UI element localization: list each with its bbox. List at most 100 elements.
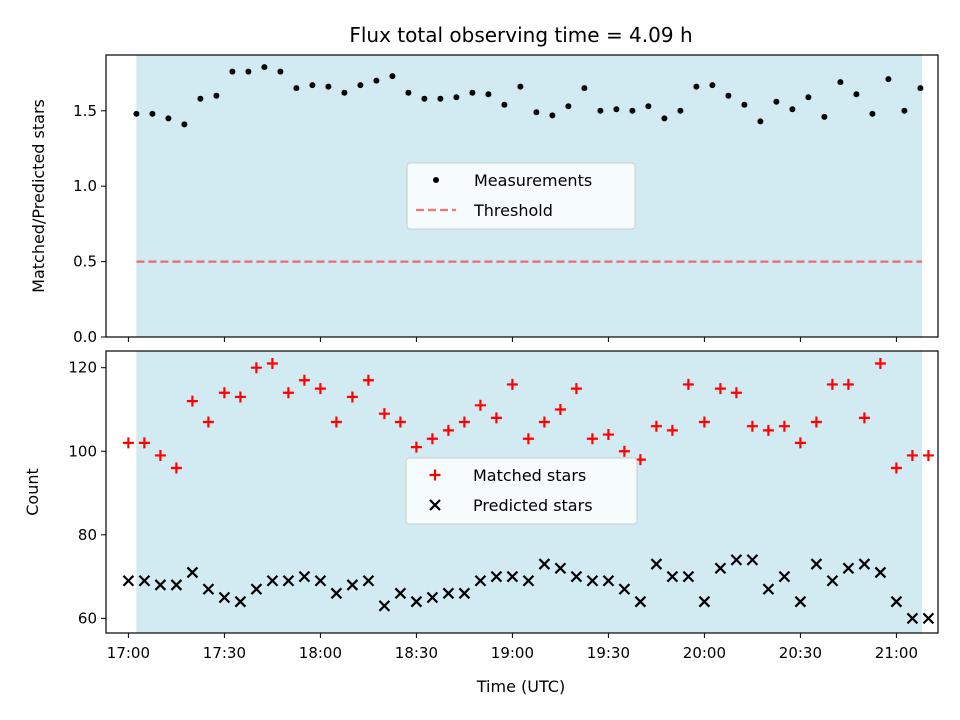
data-point: [442, 424, 454, 436]
y-tick-label: 60: [78, 609, 97, 627]
data-point: [298, 374, 310, 386]
data-point: [901, 107, 908, 114]
data-point: [453, 94, 460, 101]
data-point: [346, 579, 359, 591]
data-point: [794, 437, 806, 449]
data-point: [805, 94, 812, 101]
data-point: [538, 558, 551, 570]
data-point: [730, 387, 742, 399]
data-point: [586, 575, 599, 587]
data-point: [709, 82, 716, 89]
data-point: [661, 115, 668, 122]
legend-marker: [429, 469, 441, 481]
data-point: [698, 595, 711, 608]
legend-label: Measurements: [474, 171, 592, 190]
data-point: [293, 85, 300, 92]
data-point: [421, 95, 428, 102]
data-point: [218, 387, 230, 399]
data-point: [517, 83, 524, 90]
data-point: [917, 85, 924, 92]
axes-frame: [105, 54, 939, 338]
data-point: [773, 98, 780, 105]
data-point: [890, 462, 902, 474]
data-point: [250, 362, 262, 374]
data-point: [586, 433, 598, 445]
data-point: [314, 575, 327, 587]
x-tick-label: 19:00: [491, 644, 534, 662]
data-point: [490, 570, 503, 583]
data-point: [165, 115, 172, 122]
data-point: [522, 433, 534, 445]
data-point: [362, 374, 374, 386]
y-tick-label: 1.0: [73, 177, 97, 195]
data-point: [410, 441, 422, 453]
data-point: [693, 83, 700, 90]
data-point: [426, 591, 439, 604]
data-point: [298, 570, 311, 583]
data-point: [645, 103, 652, 110]
data-point: [778, 570, 791, 583]
data-point: [234, 595, 247, 608]
legend: Matched stars Predicted stars: [405, 457, 638, 525]
data-point: [602, 575, 615, 587]
data-point: [378, 408, 390, 420]
y-tick-label: 80: [78, 526, 97, 544]
data-point: [842, 562, 855, 575]
data-point: [682, 378, 694, 390]
data-point: [538, 416, 550, 428]
x-tick-label: 18:30: [395, 644, 438, 662]
data-point: [890, 595, 903, 608]
data-point: [506, 570, 519, 583]
data-point: [549, 112, 556, 119]
y-tick-label: 120: [68, 359, 97, 377]
data-point: [810, 558, 823, 570]
data-point: [613, 106, 620, 113]
data-point: [309, 82, 316, 89]
data-point: [330, 587, 343, 600]
data-point: [778, 420, 790, 432]
data-point: [186, 395, 198, 407]
data-point: [794, 595, 807, 608]
series-predicted-stars: [122, 554, 935, 625]
data-point: [138, 575, 151, 587]
data-point: [677, 107, 684, 114]
data-point: [698, 416, 710, 428]
data-point: [341, 89, 348, 96]
data-point: [218, 591, 231, 604]
data-point: [789, 106, 796, 113]
data-point: [170, 579, 183, 591]
data-point: [570, 570, 583, 583]
data-point: [133, 110, 140, 117]
data-point: [458, 416, 470, 428]
data-point: [261, 64, 268, 71]
x-axis-label: Time (UTC): [476, 677, 565, 696]
data-point: [741, 101, 748, 108]
x-tick-label: 17:00: [107, 644, 150, 662]
data-point: [762, 583, 775, 595]
y-tick-label: 100: [68, 442, 97, 460]
data-point: [853, 91, 860, 98]
data-point: [437, 95, 444, 102]
data-point: [650, 558, 663, 570]
data-point: [869, 110, 876, 117]
legend-marker: [429, 499, 441, 511]
x-tick-label: 20:00: [683, 644, 726, 662]
data-point: [837, 79, 844, 86]
data-point: [234, 391, 246, 403]
x-tick-label: 20:30: [779, 644, 822, 662]
x-tick-label: 17:30: [203, 644, 246, 662]
y-tick-label: 0.0: [73, 328, 97, 346]
data-point: [634, 595, 647, 608]
data-point: [362, 575, 375, 587]
data-point: [325, 83, 332, 90]
data-point: [885, 76, 892, 83]
data-point: [906, 449, 918, 461]
data-point: [346, 391, 358, 403]
x-tick-label: 19:30: [587, 644, 630, 662]
data-point: [666, 424, 678, 436]
data-point: [629, 107, 636, 114]
data-point: [282, 387, 294, 399]
data-point: [858, 412, 870, 424]
data-point: [730, 554, 743, 566]
data-point: [389, 73, 396, 80]
